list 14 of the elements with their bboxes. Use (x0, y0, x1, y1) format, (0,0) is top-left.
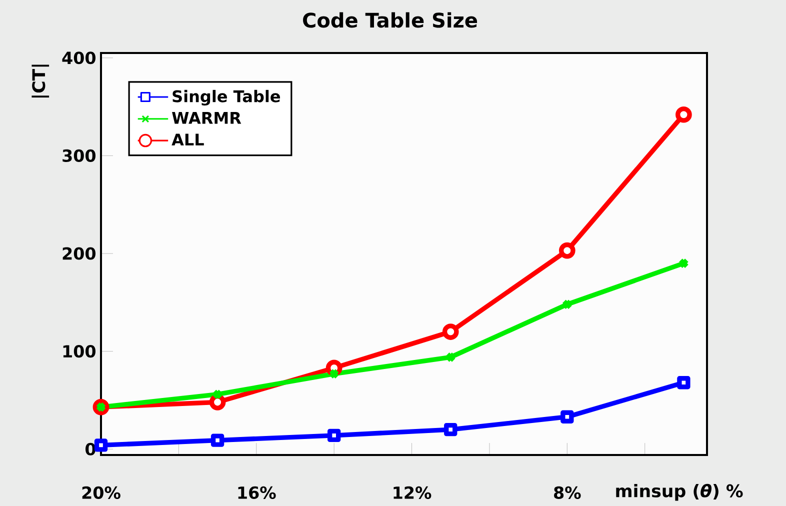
legend-label: ALL (172, 134, 204, 146)
x-tick-label: 16% (238, 486, 276, 499)
x-tick-label: 12% (394, 486, 432, 499)
chart-title: Code Table Size (303, 12, 478, 28)
y-tick-label: 100 (63, 345, 96, 358)
x-axis-title: minsup (θ) % (616, 484, 743, 501)
legend-label: WARMR (172, 112, 242, 124)
x-tick-label: 20% (82, 486, 120, 499)
y-axis-title: |CT| (32, 64, 50, 98)
legend-label: Single Table (172, 90, 280, 106)
y-tick-label: 400 (62, 52, 96, 64)
y-tick-label: 300 (62, 149, 96, 162)
y-tick-label: 200 (62, 247, 96, 260)
x-tick-label: 8% (554, 486, 581, 499)
